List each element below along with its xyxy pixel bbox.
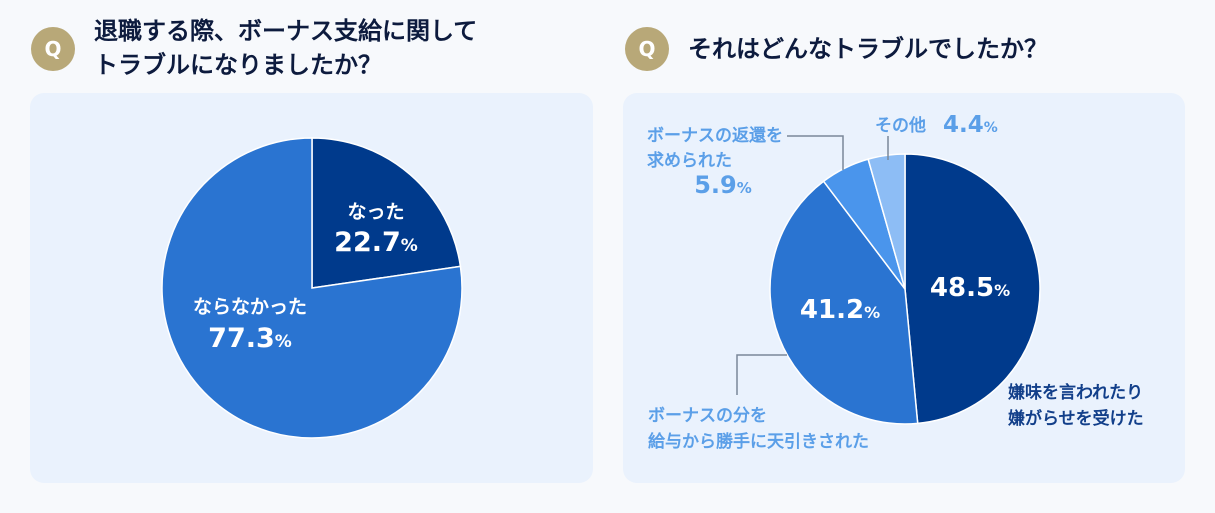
slice-label-sonota: その他 (875, 115, 926, 136)
slice-label-henkan-line1: ボーナスの返還を (647, 126, 783, 146)
left-pie-slice-1 (161, 137, 463, 439)
slice-value-tenbiki: 41.2% (800, 295, 880, 325)
q-badge-letter: Q (638, 37, 656, 61)
left-question-title: 退職する際、ボーナス支給に関して トラブルになりましたか？ (94, 14, 477, 82)
slice-label-naranakatta: ならなかった (193, 296, 307, 318)
left-title-line1: 退職する際、ボーナス支給に関して (94, 17, 478, 45)
pie-chart-right (769, 153, 1041, 425)
slice-label-tenbiki-line1: ボーナスの分を (648, 406, 767, 426)
slice-label-henkan-line2: 求められた (647, 150, 732, 171)
slice-value-naranakatta: 77.3% (208, 323, 292, 354)
slice-value-henkan: 5.9% (694, 171, 752, 199)
right-pie-slice-3 (867, 153, 906, 290)
slice-label-iyami-line1: 嫌味を言われたり (1007, 382, 1143, 403)
leader-line-henkan (787, 135, 844, 170)
slice-value-natta: 22.7% (334, 227, 418, 258)
left-title-line2: トラブルになりましたか？ (94, 51, 382, 79)
slice-label-natta: なった (347, 201, 404, 223)
right-pie-slice-1 (769, 180, 919, 425)
right-pie-slice-0 (904, 153, 1041, 425)
slice-label-iyami-line2: 嫌がらせを受けた (1007, 408, 1144, 429)
q-badge-right: Q (625, 27, 669, 71)
left-pie-slice-0 (311, 137, 462, 289)
right-question-title: それはどんなトラブルでしたか？ (688, 35, 1048, 63)
pie-chart-left (161, 137, 463, 439)
slice-value-iyami: 48.5% (930, 273, 1010, 303)
slice-label-tenbiki-line2: 給与から勝手に天引きされた (648, 431, 869, 452)
q-badge-letter: Q (44, 37, 62, 61)
q-badge-left: Q (31, 27, 75, 71)
slice-value-sonota: 4.4% (943, 112, 998, 138)
leader-line-tenbiki (736, 354, 787, 395)
